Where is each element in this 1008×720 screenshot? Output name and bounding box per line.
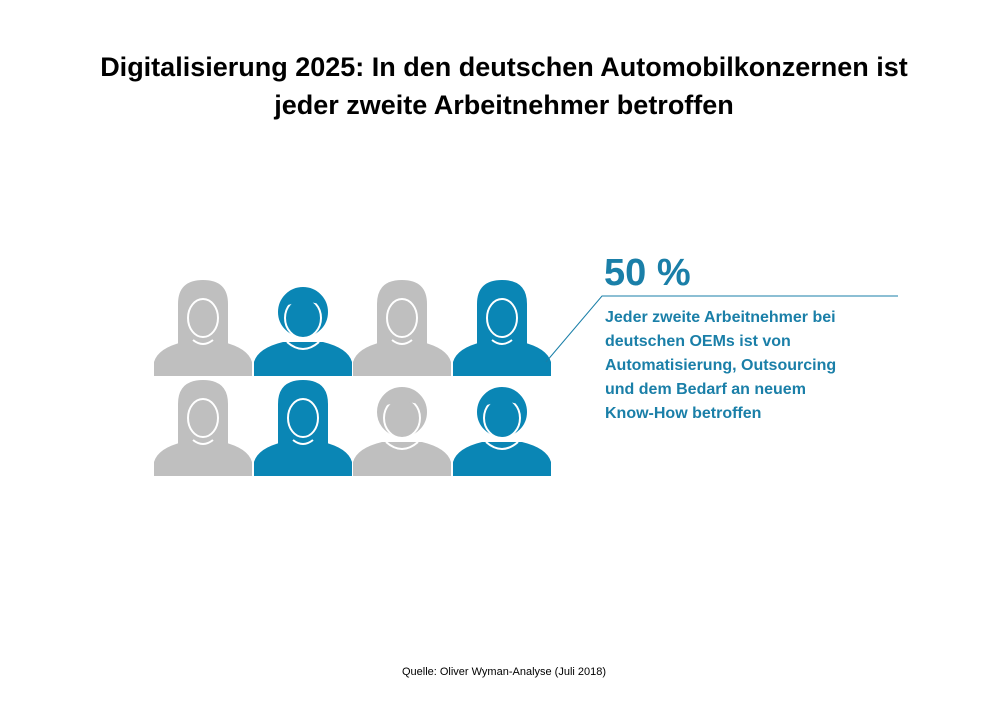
person-figure-2-affected — [254, 285, 352, 376]
callout-connector-line — [545, 295, 898, 363]
chart-title: Digitalisierung 2025: In den deutschen A… — [40, 48, 968, 124]
person-figure-5-unaffected — [154, 380, 252, 476]
person-figure-4-affected — [453, 280, 551, 376]
callout-line-5: Know-How betroffen — [605, 405, 762, 422]
title-line-2: jeder zweite Arbeitnehmer betroffen — [274, 90, 734, 120]
person-figure-7-unaffected — [353, 385, 451, 476]
callout-line-2: deutschen OEMs ist von — [605, 333, 791, 350]
title-line-1: Digitalisierung 2025: In den deutschen A… — [100, 52, 908, 82]
person-figure-8-affected — [453, 385, 551, 476]
source-note: Quelle: Oliver Wyman-Analyse (Juli 2018) — [401, 666, 607, 678]
person-figure-1-unaffected — [154, 280, 252, 376]
callout-line-4: und dem Bedarf an neuem — [605, 381, 806, 398]
person-figure-3-unaffected — [353, 280, 451, 376]
callout-line-1: Jeder zweite Arbeitnehmer bei — [605, 309, 836, 326]
callout-percentage: 50 % — [604, 252, 691, 294]
callout-line-3: Automatisierung, Outsourcing — [605, 357, 837, 374]
person-figure-6-affected — [254, 380, 352, 476]
callout-description: Jeder zweite Arbeitnehmer bei deutschen … — [605, 306, 895, 426]
